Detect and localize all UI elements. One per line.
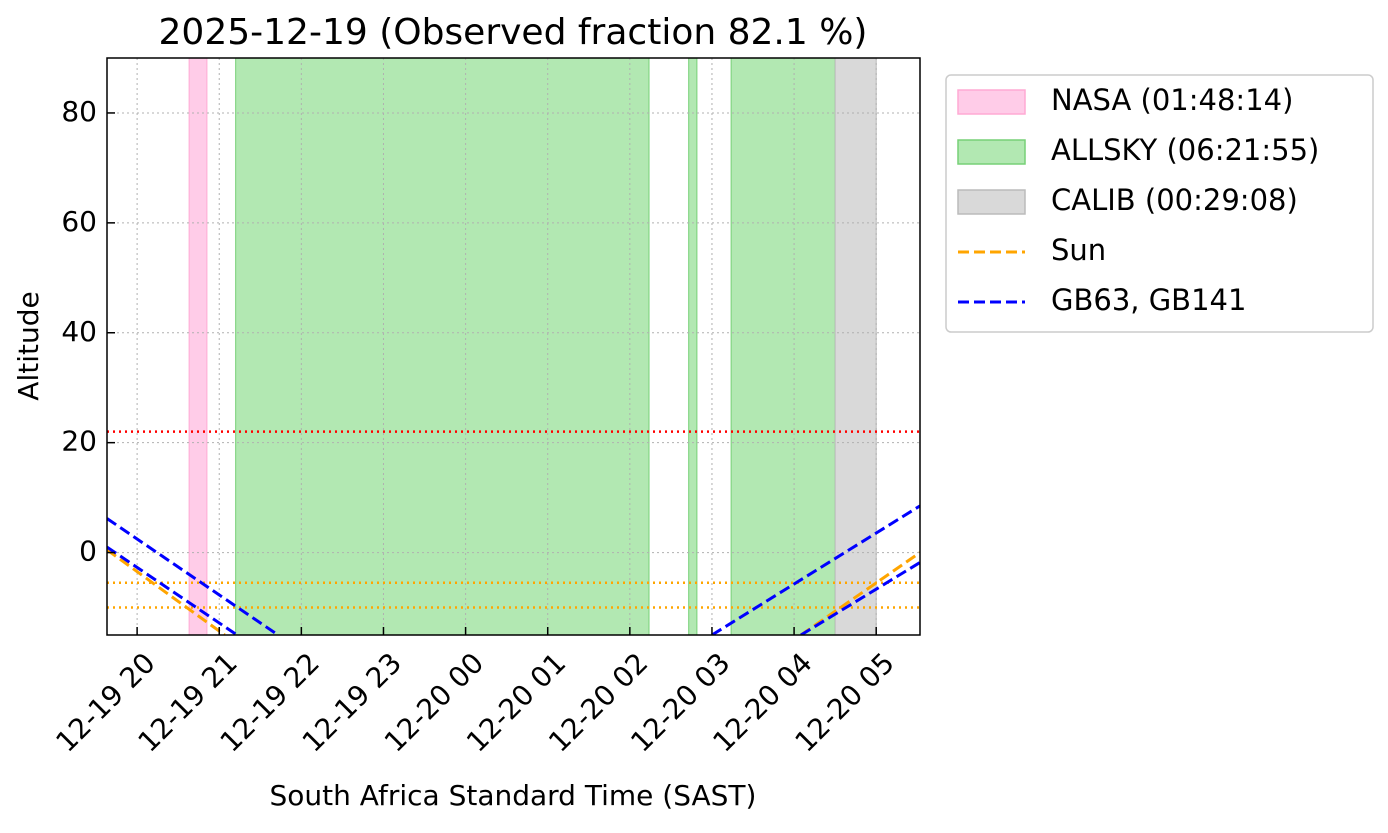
legend-label: CALIB (00:29:08): [1051, 183, 1298, 217]
series-line: [107, 517, 279, 635]
y-tick-label: 80: [61, 95, 97, 128]
series-line: [107, 548, 226, 635]
legend-label: Sun: [1051, 233, 1106, 267]
y-tick-label: 0: [79, 535, 97, 568]
legend: NASA (01:48:14) ALLSKY (06:21:55) CALIB (0…: [945, 74, 1374, 333]
spans: [188, 58, 877, 635]
span: [188, 58, 208, 635]
legend-swatch: [957, 189, 1026, 215]
legend-swatch: [957, 139, 1026, 165]
legend-box: [945, 74, 1374, 333]
legend-label: ALLSKY (06:21:55): [1051, 133, 1319, 167]
plot-frame: [106, 57, 921, 636]
span: [730, 58, 836, 635]
span: [688, 58, 698, 635]
y-tick-label: 60: [61, 205, 97, 238]
span: [834, 58, 877, 635]
span: [235, 58, 650, 635]
lines: [107, 430, 920, 635]
series-line: [800, 561, 920, 635]
y-tick-label: 40: [61, 315, 97, 348]
series-line: [711, 504, 920, 635]
legend-label: NASA (01:48:14): [1051, 83, 1293, 117]
chart-title: 2025-12-19 (Observed fraction 82.1 %): [159, 12, 868, 53]
series-line: [107, 545, 238, 635]
x-axis-label: South Africa Standard Time (SAST): [270, 779, 757, 812]
y-tick-label: 20: [61, 425, 97, 458]
y-axis-label: Altitude: [12, 291, 45, 400]
legend-swatch: [957, 89, 1026, 115]
legend-label: GB63, GB141: [1051, 283, 1246, 317]
grid: [107, 58, 920, 635]
